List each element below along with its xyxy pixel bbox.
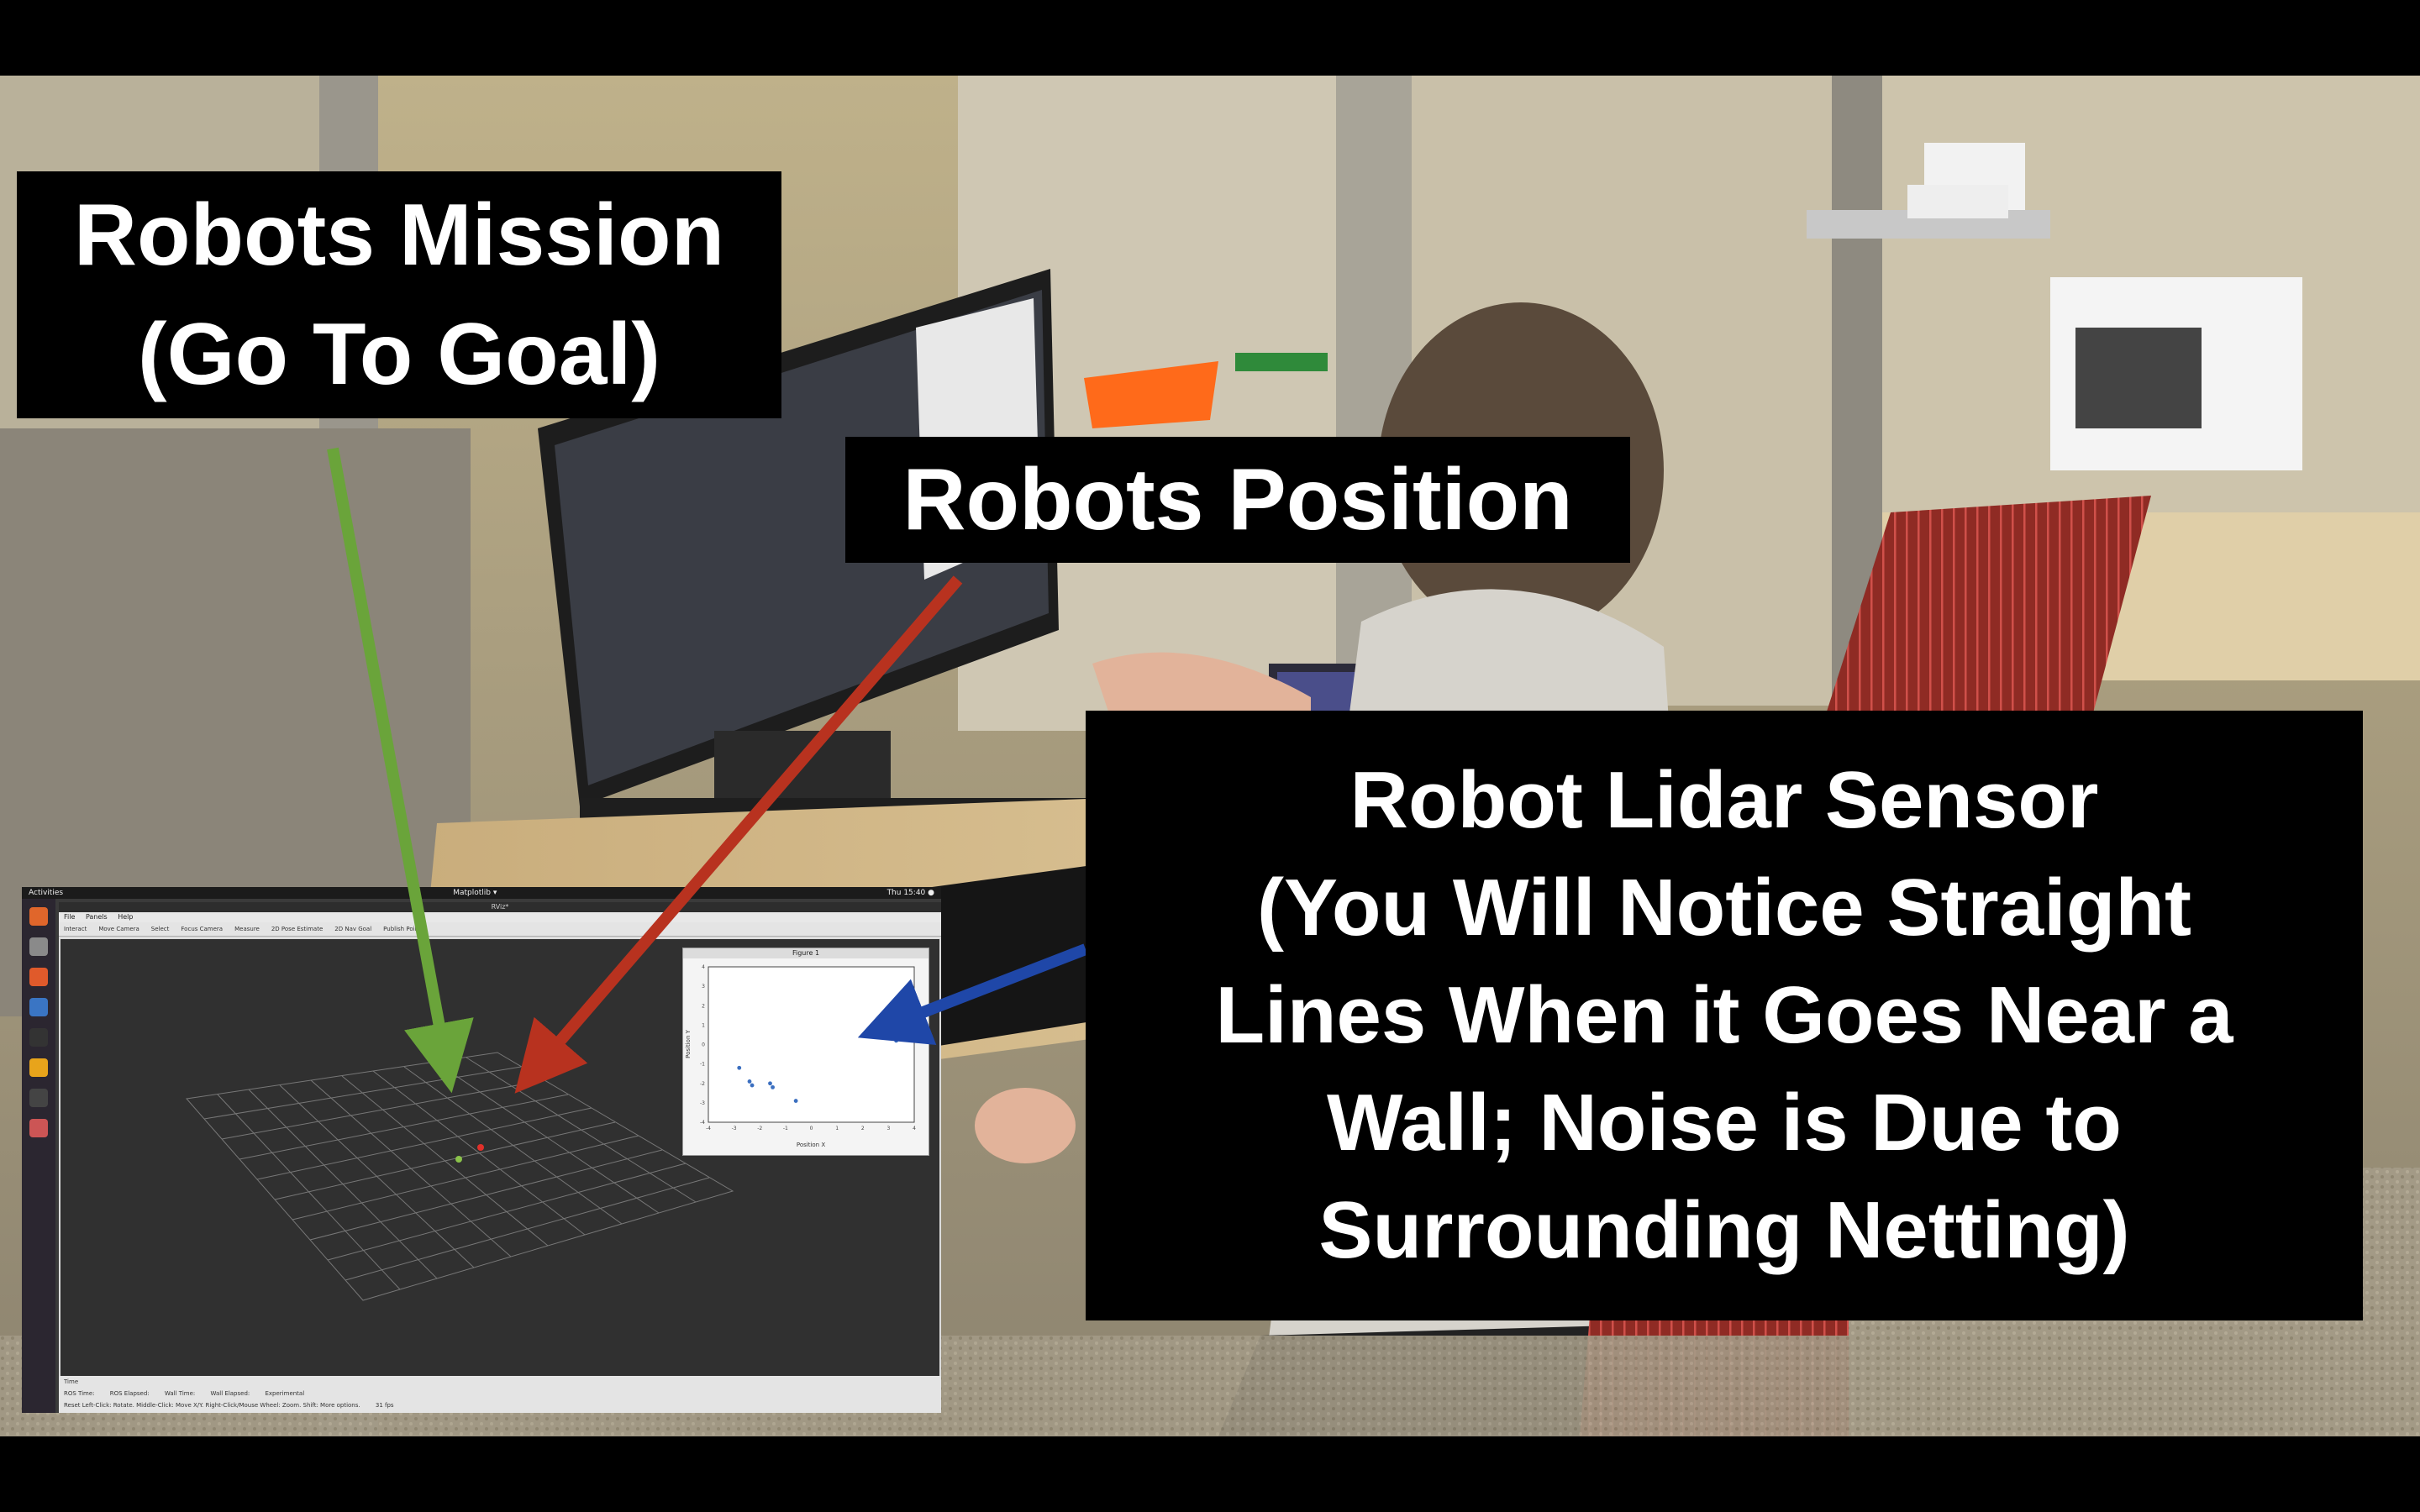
scatter-svg: Position X Position Y -4 -3 -2 -1 0 1 2 3 4 -4 -3 -… bbox=[685, 964, 916, 1148]
ground-grid bbox=[186, 1052, 734, 1301]
wall-elapsed-label: Wall Elapsed: bbox=[210, 1390, 250, 1397]
tool-select[interactable]: Select bbox=[150, 926, 170, 932]
tool-measure[interactable]: Measure bbox=[234, 926, 260, 932]
mission-caption: Robots Mission (Go To Goal) bbox=[17, 171, 781, 418]
tool-focus-camera[interactable]: Focus Camera bbox=[181, 926, 224, 932]
lidar-point bbox=[897, 1034, 902, 1039]
y-tick-label: 0 bbox=[702, 1042, 705, 1048]
terminal-icon[interactable] bbox=[29, 1028, 48, 1047]
lidar-caption-line-1: Robot Lidar Sensor bbox=[1349, 755, 2099, 845]
y-tick-label: 2 bbox=[702, 1003, 705, 1009]
activities-button[interactable]: Activities bbox=[29, 889, 64, 897]
goal-marker bbox=[455, 1156, 462, 1163]
position-caption-text: Robots Position bbox=[902, 451, 1573, 549]
y-tick-label: -3 bbox=[700, 1100, 705, 1106]
menu-panels[interactable]: Panels bbox=[85, 913, 108, 921]
lidar-caption: Robot Lidar Sensor (You Will Notice Stra… bbox=[1086, 711, 2363, 1320]
ros-time-label: ROS Time: bbox=[64, 1390, 95, 1397]
y-axis-label: Position Y bbox=[685, 1029, 692, 1058]
lidar-caption-line-4: Wall; Noise is Due to bbox=[1327, 1078, 2122, 1168]
rviz-time-panel: Time ROS Time: ROS Elapsed: Wall Time: W… bbox=[59, 1376, 941, 1413]
figure-title: Figure 1 bbox=[683, 948, 929, 958]
y-tick-label: 3 bbox=[702, 984, 705, 990]
y-tick-label: 1 bbox=[702, 1022, 705, 1028]
x-tick-label: 0 bbox=[810, 1126, 813, 1131]
x-tick-label: 4 bbox=[913, 1126, 916, 1131]
firefox-icon[interactable] bbox=[29, 907, 48, 926]
sublime-text-icon[interactable] bbox=[29, 1058, 48, 1077]
tool-2d-pose-estimate[interactable]: 2D Pose Estimate bbox=[271, 926, 324, 932]
ubuntu-top-bar: Activities Matplotlib ▾ Thu 15:40 ● bbox=[22, 887, 941, 899]
lidar-scatter-plot: Figure 1 Position X Position Y -4 -3 -2 -1 0… bbox=[682, 948, 929, 1156]
mission-caption-line-2: (Go To Goal) bbox=[138, 306, 660, 403]
fps-readout: 31 fps bbox=[375, 1402, 394, 1409]
mission-caption-line-1: Robots Mission bbox=[73, 186, 725, 284]
ros-elapsed-label: ROS Elapsed: bbox=[109, 1390, 150, 1397]
y-tick-label: -2 bbox=[700, 1081, 705, 1087]
ubuntu-launcher bbox=[22, 899, 55, 1413]
rviz-toolbar: Interact Move Camera Select Focus Camera… bbox=[59, 922, 941, 937]
lidar-caption-line-2: (You Will Notice Straight bbox=[1256, 863, 2191, 953]
menu-file[interactable]: File bbox=[64, 913, 76, 921]
help-icon[interactable] bbox=[29, 998, 48, 1016]
x-tick-label: 2 bbox=[861, 1126, 865, 1131]
x-tick-label: 3 bbox=[886, 1126, 890, 1131]
active-app-menu[interactable]: Matplotlib ▾ bbox=[453, 889, 497, 897]
experimental-checkbox[interactable]: Experimental bbox=[265, 1390, 305, 1397]
clock[interactable]: Thu 15:40 ● bbox=[886, 889, 934, 897]
lidar-point bbox=[771, 1084, 775, 1089]
image-viewer-icon[interactable] bbox=[29, 1119, 48, 1137]
tool-publish-point[interactable]: Publish Point bbox=[383, 926, 421, 932]
tool-2d-nav-goal[interactable]: 2D Nav Goal bbox=[334, 926, 372, 932]
files-icon[interactable] bbox=[29, 937, 48, 956]
lidar-caption-line-5: Surrounding Netting) bbox=[1318, 1185, 2130, 1275]
y-tick-label: 4 bbox=[702, 964, 705, 970]
lidar-point bbox=[793, 1099, 798, 1103]
x-tick-label: -3 bbox=[732, 1126, 737, 1131]
time-panel-label: Time bbox=[64, 1378, 79, 1385]
y-tick-label: -1 bbox=[700, 1062, 705, 1068]
rviz-icon[interactable] bbox=[29, 1089, 48, 1107]
robot-marker bbox=[477, 1144, 484, 1151]
y-tick-label: -4 bbox=[700, 1120, 705, 1126]
lidar-caption-line-3: Lines When it Goes Near a bbox=[1215, 970, 2233, 1060]
x-axis-label: Position X bbox=[797, 1142, 825, 1148]
x-tick-label: 1 bbox=[835, 1126, 839, 1131]
software-center-icon[interactable] bbox=[29, 968, 48, 986]
x-tick-label: -2 bbox=[757, 1126, 762, 1131]
wall-time-label: Wall Time: bbox=[164, 1390, 196, 1397]
tool-move-camera[interactable]: Move Camera bbox=[98, 926, 139, 932]
tool-interact[interactable]: Interact bbox=[64, 926, 87, 932]
rviz-3d-viewport[interactable] bbox=[60, 939, 939, 1376]
lidar-point bbox=[737, 1065, 742, 1070]
lidar-point bbox=[750, 1083, 755, 1088]
status-hint: Reset Left-Click: Rotate. Middle-Click: … bbox=[64, 1402, 360, 1409]
plot-area bbox=[708, 966, 915, 1123]
x-tick-label: -4 bbox=[706, 1126, 711, 1131]
lidar-point bbox=[747, 1079, 752, 1084]
menu-help[interactable]: Help bbox=[118, 913, 134, 921]
x-tick-label: -1 bbox=[783, 1126, 788, 1131]
lidar-point bbox=[768, 1081, 772, 1086]
menu-bar: File Panels Help bbox=[59, 912, 941, 922]
window-title: RViz* bbox=[59, 902, 941, 912]
rviz-screen-recording: Activities Matplotlib ▾ Thu 15:40 ● RViz… bbox=[22, 887, 941, 1413]
lidar-point bbox=[894, 1038, 898, 1043]
position-caption: Robots Position bbox=[845, 437, 1630, 563]
